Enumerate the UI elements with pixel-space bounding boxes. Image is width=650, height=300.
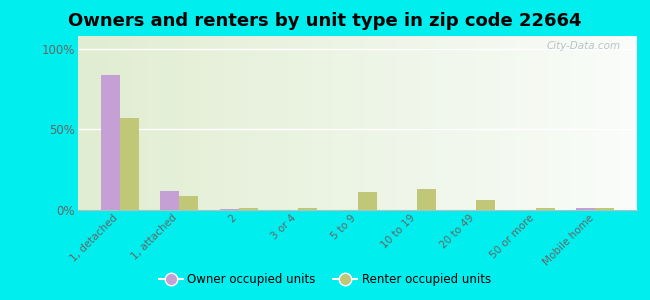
- Text: City-Data.com: City-Data.com: [546, 41, 620, 51]
- Bar: [298, 208, 317, 210]
- Bar: [398, 209, 417, 210]
- Bar: [595, 208, 614, 210]
- Bar: [101, 75, 120, 210]
- Bar: [239, 208, 257, 210]
- Bar: [476, 200, 495, 210]
- Text: Owners and renters by unit type in zip code 22664: Owners and renters by unit type in zip c…: [68, 12, 582, 30]
- Bar: [358, 192, 376, 210]
- Bar: [120, 118, 138, 210]
- Bar: [417, 189, 436, 210]
- Bar: [339, 209, 358, 210]
- Bar: [220, 209, 239, 210]
- Bar: [179, 196, 198, 210]
- Bar: [517, 209, 536, 210]
- Bar: [160, 191, 179, 210]
- Bar: [536, 208, 555, 210]
- Bar: [279, 209, 298, 210]
- Legend: Owner occupied units, Renter occupied units: Owner occupied units, Renter occupied un…: [154, 269, 496, 291]
- Bar: [458, 209, 476, 210]
- Bar: [577, 208, 595, 210]
